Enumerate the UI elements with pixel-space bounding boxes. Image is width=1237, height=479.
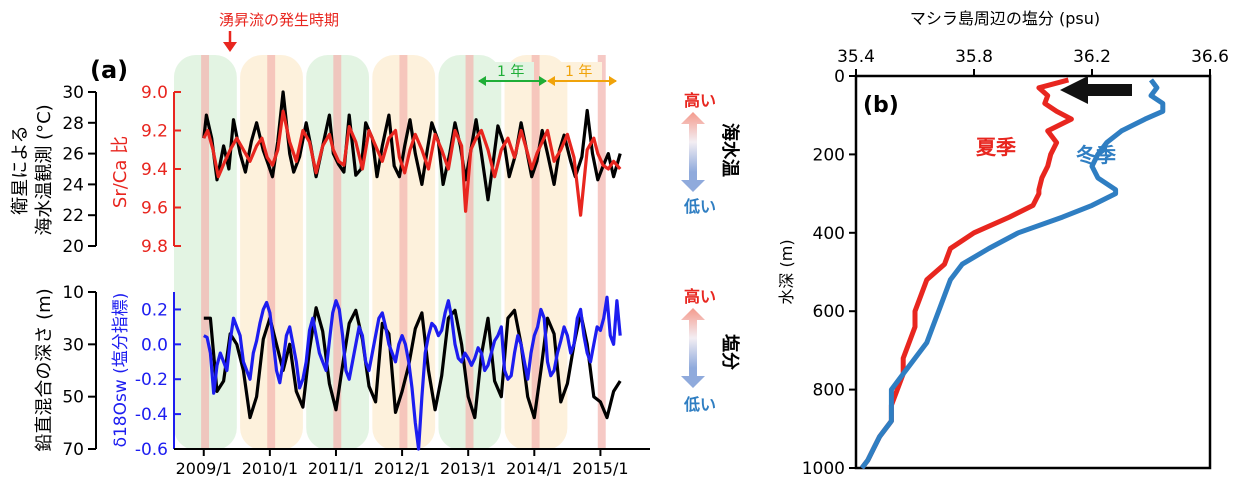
panel-b-frame bbox=[854, 74, 1212, 470]
temp-low-label: 低い bbox=[683, 197, 716, 216]
tick-label: 9.4 bbox=[141, 160, 168, 180]
panel-b: マシラ島周辺の塩分 (psu) 35.4 35.8 36.2 36.6 0 200 400… bbox=[777, 9, 1229, 479]
tick-label: 70 bbox=[62, 440, 84, 460]
top-series bbox=[202, 90, 622, 217]
one-year-marker-orange: 1 年 bbox=[547, 62, 617, 86]
tick-label: 9.0 bbox=[141, 83, 168, 103]
tick-label: 9.6 bbox=[141, 199, 168, 219]
tick-label: 0.0 bbox=[141, 335, 168, 355]
tick-label: 30 bbox=[62, 335, 84, 355]
tick-label: 2011/1 bbox=[308, 459, 364, 478]
upwelling-band bbox=[399, 55, 408, 450]
tick-label: 200 bbox=[813, 145, 845, 165]
tick-label: -0.6 bbox=[135, 440, 168, 460]
temperature-indicator: 高い 低い 海水温 bbox=[681, 91, 741, 216]
temp-high-label: 高い bbox=[684, 91, 716, 110]
tick-label: 50 bbox=[62, 388, 84, 408]
tick-label: 36.6 bbox=[1191, 47, 1229, 67]
upwelling-band bbox=[597, 55, 606, 450]
tick-label: 22 bbox=[62, 206, 84, 226]
sal-high-label: 高い bbox=[684, 287, 716, 306]
salinity-indicator: 高い 低い 塩分 bbox=[681, 287, 741, 414]
upwelling-band bbox=[465, 55, 474, 450]
tick-label: 400 bbox=[813, 224, 845, 244]
bottom-left-axis: 10 30 50 70 鉛直混合の深さ (m) bbox=[34, 283, 97, 460]
tick-label: 0.2 bbox=[141, 300, 168, 320]
upwelling-arrow-head bbox=[223, 42, 237, 52]
tick-label: 2013/1 bbox=[440, 459, 496, 478]
one-year-label-orange: 1 年 bbox=[565, 64, 592, 80]
tick-label: 10 bbox=[62, 283, 84, 303]
tick-label: 600 bbox=[813, 302, 845, 322]
top-left-axis: 20 22 24 26 28 30 衛星による 海水温観測 (°C) bbox=[10, 83, 97, 257]
tick-label: -0.2 bbox=[135, 370, 168, 390]
tick-label: 2012/1 bbox=[374, 459, 430, 478]
tick-label: 0 bbox=[834, 67, 845, 87]
tick-label: 36.2 bbox=[1073, 47, 1111, 67]
tick-label: 9.2 bbox=[141, 122, 168, 142]
tick-label: 28 bbox=[62, 114, 84, 134]
winter-label: 冬季 bbox=[1076, 143, 1116, 167]
mixing-depth-axis-label: 鉛直混合の深さ (m) bbox=[34, 288, 55, 451]
top-right-axis: 9.0 9.2 9.4 9.6 9.8 Sr/Ca 比 bbox=[110, 83, 181, 257]
tick-label: 800 bbox=[813, 381, 845, 401]
bottom-series bbox=[203, 295, 622, 451]
tick-label: 35.4 bbox=[837, 47, 875, 67]
shift-arrow-icon bbox=[1060, 76, 1132, 104]
one-year-label-green: 1 年 bbox=[497, 64, 524, 80]
time-axis: 2009/1 2010/1 2011/1 2012/1 2013/1 2014/1 2015… bbox=[174, 448, 650, 478]
upwelling-band bbox=[267, 55, 276, 450]
tick-label: 2014/1 bbox=[506, 459, 562, 478]
tick-label: 26 bbox=[62, 145, 84, 165]
upwelling-band bbox=[333, 55, 342, 450]
top-left-axis-label-line2: 海水温観測 (°C) bbox=[34, 104, 55, 235]
tick-label: 24 bbox=[62, 175, 84, 195]
tick-label: 2010/1 bbox=[242, 459, 298, 478]
tick-label: 20 bbox=[62, 237, 84, 257]
winter-salinity-line bbox=[859, 78, 1166, 470]
sr-ca-axis-label: Sr/Ca 比 bbox=[110, 136, 131, 208]
panel-b-xlabel: マシラ島周辺の塩分 (psu) bbox=[910, 9, 1100, 28]
panel-a: (a) 湧昇流の発生時期 1 年 1 年 20 22 24 26 28 30 衛星による … bbox=[10, 11, 741, 478]
upwelling-label: 湧昇流の発生時期 bbox=[219, 11, 339, 29]
tick-label: 1000 bbox=[802, 459, 845, 479]
tick-label: 9.8 bbox=[141, 237, 168, 257]
satellite-sst-line bbox=[202, 90, 622, 202]
one-year-marker-green: 1 年 bbox=[478, 62, 547, 86]
upwelling-band bbox=[201, 55, 210, 450]
upwelling-band bbox=[531, 55, 540, 450]
salinity-label: 塩分 bbox=[719, 334, 741, 370]
panel-b-ylabel: 水深 (m) bbox=[777, 239, 796, 304]
panel-a-label: (a) bbox=[90, 56, 128, 84]
sr-ca-line bbox=[202, 109, 622, 217]
panel-b-label: (b) bbox=[863, 93, 899, 118]
summer-label: 夏季 bbox=[976, 135, 1016, 159]
top-left-axis-label-line1: 衛星による bbox=[10, 125, 31, 214]
sal-low-label: 低い bbox=[683, 395, 716, 414]
d18osw-axis-label: δ18Osw (塩分指標) bbox=[111, 293, 131, 448]
bottom-right-axis: 0.2 0.0 -0.2 -0.4 -0.6 δ18Osw (塩分指標) bbox=[111, 292, 181, 460]
tick-label: 2009/1 bbox=[176, 459, 232, 478]
tick-label: 30 bbox=[62, 83, 84, 103]
d18osw-line bbox=[203, 295, 622, 451]
tick-label: 35.8 bbox=[955, 47, 993, 67]
tick-label: 2015/1 bbox=[572, 459, 628, 478]
tick-label: -0.4 bbox=[135, 405, 168, 425]
sea-temp-label: 海水温 bbox=[719, 123, 741, 177]
